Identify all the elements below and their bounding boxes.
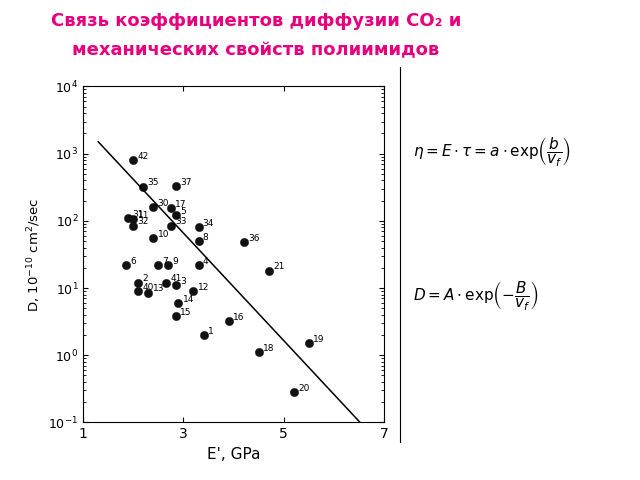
- Text: 34: 34: [203, 219, 214, 228]
- Text: 18: 18: [263, 344, 275, 353]
- Text: 15: 15: [180, 308, 191, 317]
- Text: механических свойств полиимидов: механических свойств полиимидов: [72, 41, 440, 59]
- Text: 1: 1: [208, 326, 213, 336]
- Text: 8: 8: [203, 233, 209, 241]
- Text: $\eta = E \cdot \tau = a \cdot \exp\!\left(\dfrac{b}{v_f}\right)$: $\eta = E \cdot \tau = a \cdot \exp\!\le…: [413, 135, 571, 168]
- Text: 12: 12: [198, 283, 209, 292]
- Text: 19: 19: [313, 335, 324, 344]
- Text: 20: 20: [298, 384, 309, 393]
- Text: 30: 30: [157, 199, 169, 208]
- Text: 42: 42: [138, 152, 148, 161]
- Text: 33: 33: [175, 217, 187, 226]
- Text: 17: 17: [175, 200, 187, 209]
- Text: 13: 13: [152, 284, 164, 293]
- Text: 35: 35: [148, 179, 159, 188]
- Text: 21: 21: [273, 263, 284, 272]
- Text: 10: 10: [157, 230, 169, 239]
- Text: 5: 5: [180, 207, 186, 216]
- Text: 40: 40: [143, 283, 154, 292]
- Text: 32: 32: [138, 217, 149, 226]
- Text: $D = A \cdot \exp\!\left(-\dfrac{B}{v_f}\right)$: $D = A \cdot \exp\!\left(-\dfrac{B}{v_f}…: [413, 279, 538, 312]
- Text: 37: 37: [180, 178, 191, 187]
- Y-axis label: D, $10^{-10}$ cm$^2$/sec: D, $10^{-10}$ cm$^2$/sec: [25, 197, 43, 312]
- Text: 4: 4: [203, 257, 208, 265]
- Text: 16: 16: [233, 313, 244, 322]
- Text: Связь коэффициентов диффузии CO₂ и: Связь коэффициентов диффузии CO₂ и: [51, 12, 461, 30]
- Text: 36: 36: [248, 234, 259, 243]
- Text: 3: 3: [180, 277, 186, 286]
- Text: 7: 7: [163, 257, 168, 265]
- X-axis label: E', GPa: E', GPa: [207, 447, 260, 462]
- Text: 31: 31: [132, 210, 144, 218]
- Text: 14: 14: [182, 295, 194, 303]
- Text: 9: 9: [173, 257, 179, 265]
- Text: 41: 41: [170, 274, 182, 283]
- Text: 6: 6: [130, 257, 136, 265]
- Text: 11: 11: [138, 211, 149, 220]
- Text: 2: 2: [143, 274, 148, 283]
